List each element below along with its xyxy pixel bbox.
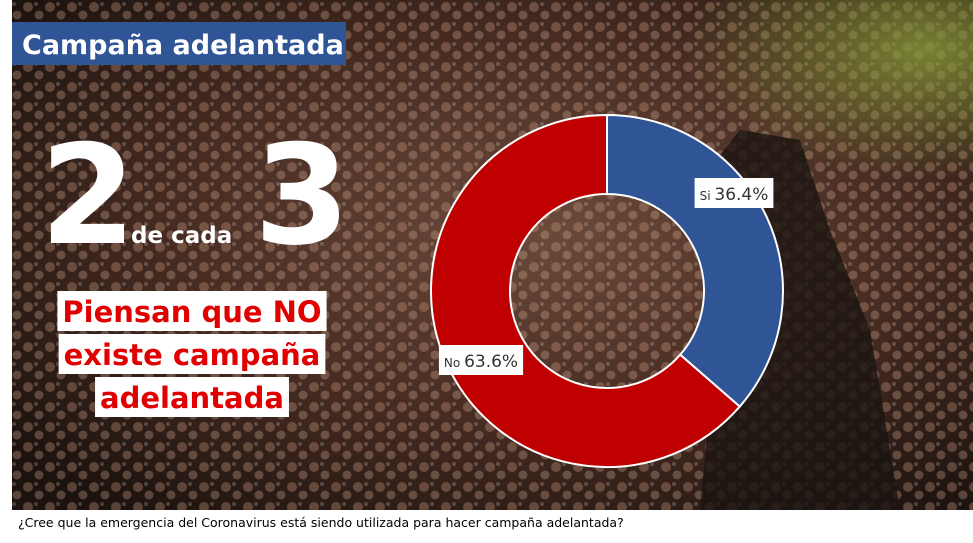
highlight-text: Piensan que NO existe campaña adelantada xyxy=(57,291,327,417)
donut-chart: Si 36.4% No 63.6% xyxy=(430,113,784,468)
big-number: 2 xyxy=(40,115,136,276)
donut-segment xyxy=(430,113,742,468)
label-text: No 63.6% xyxy=(444,352,518,372)
highlight-line: existe campaña xyxy=(64,338,321,372)
legend-label: Si xyxy=(700,189,711,203)
chart-title: Campaña adelantada xyxy=(22,30,344,61)
highlight-line: adelantada xyxy=(100,381,284,415)
title-box xyxy=(12,22,346,65)
label-box xyxy=(438,345,524,375)
big-number: 3 xyxy=(254,115,350,276)
highlight-box xyxy=(95,377,289,417)
label-text: Si 36.4% xyxy=(700,185,769,205)
highlight-line: Piensan que NO xyxy=(62,295,321,329)
caption: ¿Cree que la emergencia del Coronavirus … xyxy=(18,515,624,530)
legend-label: No xyxy=(444,356,460,370)
value-label: 63.6% xyxy=(464,352,518,372)
highlight-box xyxy=(57,291,327,331)
label-box xyxy=(694,178,774,208)
annotation: de cada xyxy=(131,223,232,249)
value-label: 36.4% xyxy=(714,185,768,205)
highlight-box xyxy=(58,334,326,374)
